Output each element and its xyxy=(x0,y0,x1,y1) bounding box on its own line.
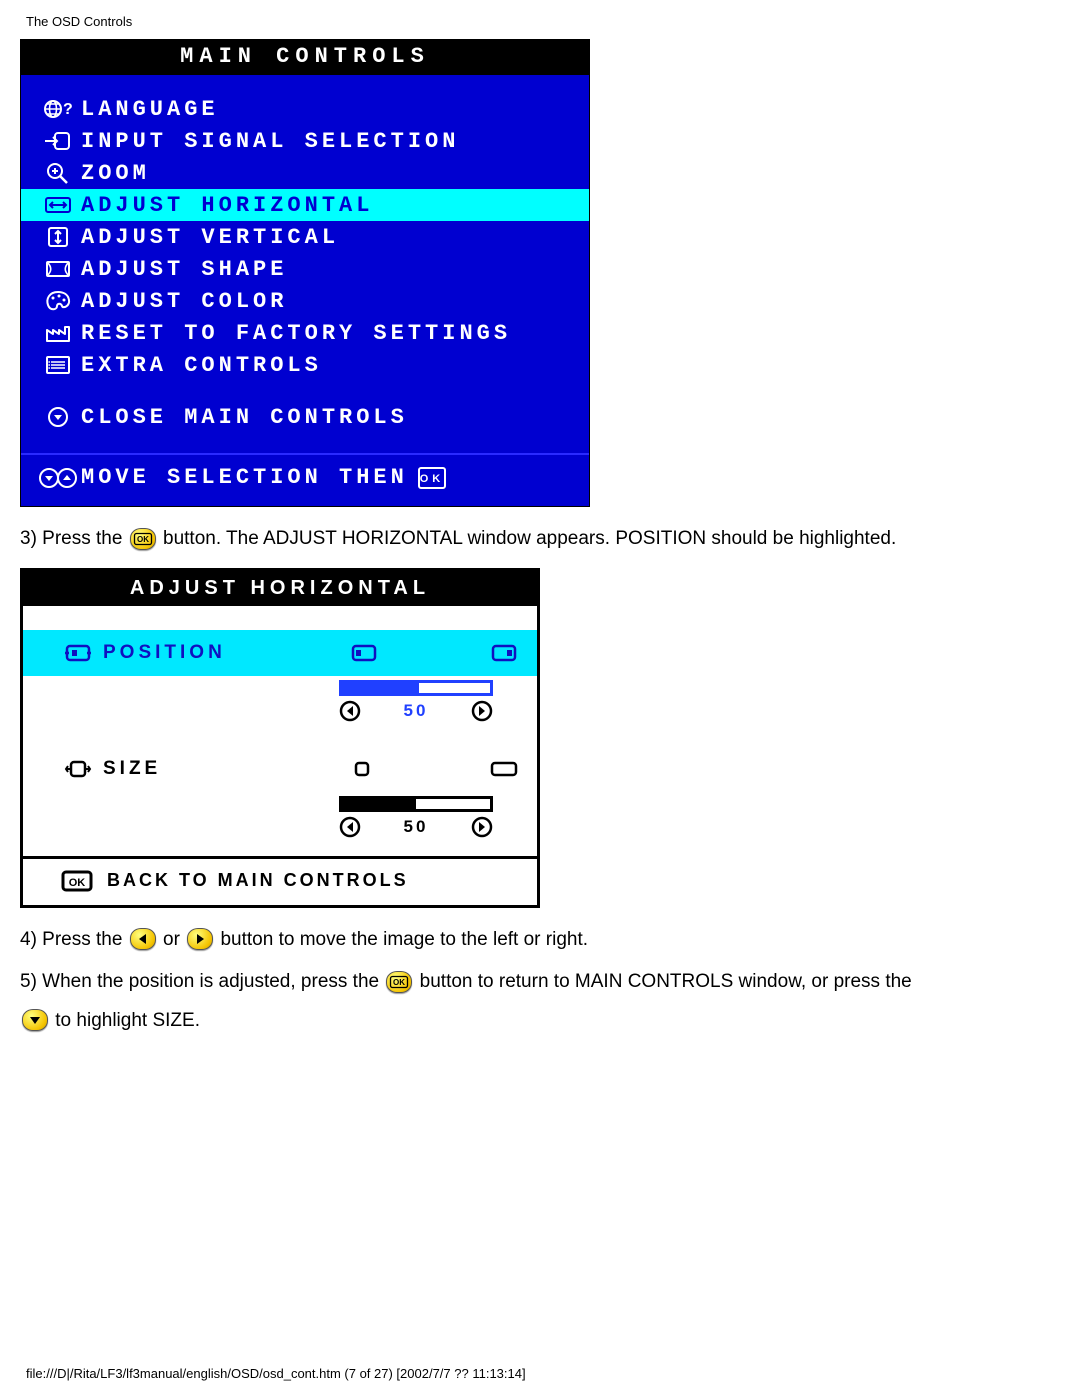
menu-item-zoom[interactable]: ZOOM xyxy=(21,157,589,189)
svg-text:OK: OK xyxy=(69,877,86,889)
svg-text:OK: OK xyxy=(393,978,405,987)
position-right-icon xyxy=(489,641,519,665)
down-circle-icon xyxy=(35,404,81,430)
menu-item-adjust-vertical[interactable]: ADJUST VERTICAL xyxy=(21,221,589,253)
palette-icon xyxy=(35,288,81,314)
increment-icon[interactable] xyxy=(471,816,493,838)
menu-label: LANGUAGE xyxy=(81,97,219,122)
menu-item-adjust-color[interactable]: ADJUST COLOR xyxy=(21,285,589,317)
adjust-horizontal-header: ADJUST HORIZONTAL xyxy=(23,571,537,606)
svg-text:OK: OK xyxy=(137,535,149,544)
instruction-step-3: 3) Press the OK button. The ADJUST HORIZ… xyxy=(20,525,1060,554)
ok-box-icon: OK xyxy=(61,869,93,893)
ok-box-icon: OK xyxy=(418,467,446,489)
main-controls-osd: MAIN CONTROLS ? LANGUAGE INPUT SIGNAL SE… xyxy=(20,39,590,507)
menu-item-close[interactable]: CLOSE MAIN CONTROLS xyxy=(21,401,589,433)
menu-label: EXTRA CONTROLS xyxy=(81,353,322,378)
page-footer: file:///D|/Rita/LF3/lf3manual/english/OS… xyxy=(26,1366,526,1381)
size-slider: 50 xyxy=(23,792,537,846)
position-value: 50 xyxy=(404,701,429,721)
ok-button-icon: OK xyxy=(130,528,156,550)
menu-item-extra-controls[interactable]: EXTRA CONTROLS xyxy=(21,349,589,381)
factory-icon xyxy=(35,320,81,346)
main-controls-footer: MOVE SELECTION THEN OK xyxy=(21,457,589,500)
adjust-row-position[interactable]: POSITION xyxy=(23,630,537,676)
decrement-icon[interactable] xyxy=(339,700,361,722)
input-arrow-icon xyxy=(35,128,81,154)
page-title: The OSD Controls xyxy=(26,14,1060,29)
menu-label: ADJUST VERTICAL xyxy=(81,225,339,250)
footer-text: MOVE SELECTION THEN xyxy=(81,465,408,490)
instruction-step-5: 5) When the position is adjusted, press … xyxy=(20,968,1060,997)
instruction-step-4: 4) Press the or button to move the image… xyxy=(20,926,1060,955)
menu-label: ZOOM xyxy=(81,161,150,186)
menu-label: ADJUST COLOR xyxy=(81,289,287,314)
size-icon xyxy=(63,757,103,781)
down-button-icon xyxy=(22,1009,48,1031)
instruction-step-5b: to highlight SIZE. xyxy=(20,1007,1060,1036)
position-slider: 50 xyxy=(23,676,537,730)
adjust-horizontal-osd: ADJUST HORIZONTAL POSITION 50 SIZE xyxy=(20,568,540,908)
menu-label: RESET TO FACTORY SETTINGS xyxy=(81,321,511,346)
horizontal-arrows-icon xyxy=(35,192,81,218)
menu-label: ADJUST SHAPE xyxy=(81,257,287,282)
magnifier-icon xyxy=(35,160,81,186)
left-button-icon xyxy=(130,928,156,950)
adjust-row-size[interactable]: SIZE xyxy=(23,746,537,792)
adjust-footer[interactable]: OK BACK TO MAIN CONTROLS xyxy=(23,859,537,905)
shape-icon xyxy=(35,256,81,282)
position-left-icon xyxy=(349,641,379,665)
menu-item-adjust-shape[interactable]: ADJUST SHAPE xyxy=(21,253,589,285)
increment-icon[interactable] xyxy=(471,700,493,722)
globe-question-icon: ? xyxy=(35,96,81,122)
ok-button-icon: OK xyxy=(386,971,412,993)
size-value: 50 xyxy=(404,817,429,837)
decrement-icon[interactable] xyxy=(339,816,361,838)
list-icon xyxy=(35,352,81,378)
row-label: POSITION xyxy=(103,642,349,664)
back-label: BACK TO MAIN CONTROLS xyxy=(107,870,409,891)
menu-item-adjust-horizontal[interactable]: ADJUST HORIZONTAL xyxy=(21,189,589,221)
position-icon xyxy=(63,641,103,665)
svg-text:?: ? xyxy=(63,101,73,118)
menu-label: INPUT SIGNAL SELECTION xyxy=(81,129,459,154)
menu-label: CLOSE MAIN CONTROLS xyxy=(81,405,408,430)
menu-item-language[interactable]: ? LANGUAGE xyxy=(21,93,589,125)
menu-item-reset-factory[interactable]: RESET TO FACTORY SETTINGS xyxy=(21,317,589,349)
svg-text:OK: OK xyxy=(420,473,445,485)
up-down-icons xyxy=(35,466,81,490)
vertical-arrows-icon xyxy=(35,224,81,250)
menu-item-input-signal[interactable]: INPUT SIGNAL SELECTION xyxy=(21,125,589,157)
main-controls-header: MAIN CONTROLS xyxy=(21,40,589,75)
right-button-icon xyxy=(187,928,213,950)
size-wide-icon xyxy=(489,757,519,781)
size-narrow-icon xyxy=(349,757,375,781)
row-label: SIZE xyxy=(103,758,349,780)
menu-label: ADJUST HORIZONTAL xyxy=(81,193,373,218)
